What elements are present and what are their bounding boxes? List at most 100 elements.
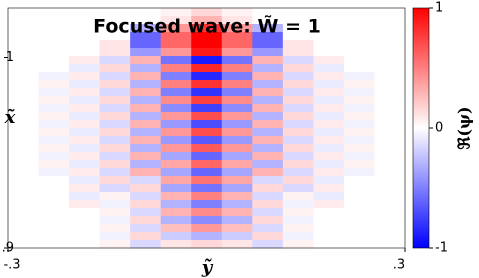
heatmap-cell [343, 160, 375, 169]
heatmap-cell [69, 168, 101, 177]
heatmap-cell [8, 192, 40, 201]
heatmap-cell [313, 200, 345, 209]
heatmap-cell [191, 128, 223, 137]
heatmap-cell [99, 192, 131, 201]
heatmap-cell [374, 136, 406, 145]
heatmap-cell [282, 184, 314, 193]
heatmap-cell [282, 48, 314, 57]
heatmap-cell [374, 240, 406, 249]
heatmap-cell [282, 40, 314, 49]
heatmap-cell [8, 72, 40, 81]
heatmap-cell [282, 56, 314, 65]
heatmap-cell [282, 16, 314, 25]
heatmap-cell [99, 40, 131, 49]
heatmap-cell [374, 120, 406, 129]
heatmap-cell [69, 96, 101, 105]
heatmap-cell [69, 80, 101, 89]
heatmap-cell [313, 64, 345, 73]
heatmap-cell [38, 168, 70, 177]
heatmap-cell [8, 120, 40, 129]
heatmap-cell [282, 240, 314, 249]
heatmap-cell [343, 64, 375, 73]
heatmap-cell [282, 224, 314, 233]
heatmap-cell [221, 104, 253, 113]
heatmap-cell [282, 80, 314, 89]
heatmap-cell [221, 152, 253, 161]
heatmap-cell [8, 208, 40, 217]
heatmap-cell [374, 232, 406, 241]
heatmap-cell [313, 80, 345, 89]
heatmap-cell [8, 24, 40, 33]
heatmap-cell [313, 160, 345, 169]
heatmap-cell [282, 136, 314, 145]
heatmap-cell [252, 224, 284, 233]
heatmap-cell [130, 184, 162, 193]
heatmap-cell [38, 232, 70, 241]
heatmap-cell [69, 104, 101, 113]
heatmap-cell [38, 8, 70, 17]
heatmap-cell [252, 168, 284, 177]
heatmap-cell [252, 72, 284, 81]
heatmap-cell [69, 40, 101, 49]
heatmap-cell [191, 80, 223, 89]
heatmap-cell [8, 8, 40, 17]
heatmap-cell [374, 104, 406, 113]
heatmap-cell [191, 120, 223, 129]
heatmap-cell [282, 176, 314, 185]
heatmap-cell [130, 48, 162, 57]
heatmap-cell [221, 80, 253, 89]
heatmap-cell [282, 104, 314, 113]
heatmap-cell [130, 168, 162, 177]
heatmap-cell [374, 48, 406, 57]
heatmap-cell [343, 152, 375, 161]
heatmap-cell [191, 200, 223, 209]
heatmap-cell [252, 88, 284, 97]
heatmap-cell [252, 16, 284, 25]
heatmap-cell [99, 144, 131, 153]
heatmap-cell [130, 88, 162, 97]
heatmap-cell [99, 72, 131, 81]
heatmap-cell [69, 72, 101, 81]
heatmap-cell [374, 56, 406, 65]
heatmap-cell [282, 88, 314, 97]
heatmap-cell [374, 64, 406, 73]
heatmap-cell [374, 184, 406, 193]
heatmap-cell [221, 128, 253, 137]
heatmap-cell [343, 24, 375, 33]
heatmap-cell [130, 24, 162, 33]
heatmap-cell [221, 40, 253, 49]
heatmap-cell [38, 128, 70, 137]
heatmap-cell [313, 8, 345, 17]
heatmap-cell [38, 120, 70, 129]
heatmap-cell [38, 72, 70, 81]
heatmap-cell [160, 80, 192, 89]
heatmap-cell [191, 176, 223, 185]
heatmap-cell [130, 232, 162, 241]
heatmap-cell [282, 168, 314, 177]
heatmap-cell [99, 48, 131, 57]
heatmap-cell [160, 104, 192, 113]
heatmap-cell [191, 160, 223, 169]
heatmap-cell [282, 96, 314, 105]
heatmap-cell [313, 48, 345, 57]
heatmap-cell [160, 216, 192, 225]
heatmap-cell [282, 8, 314, 17]
heatmap-cell [160, 240, 192, 249]
heatmap-cell [38, 48, 70, 57]
heatmap-cell [130, 40, 162, 49]
heatmap-cell [221, 96, 253, 105]
heatmap-cell [313, 128, 345, 137]
heatmap-cell [130, 112, 162, 121]
heatmap-cell [282, 192, 314, 201]
heatmap-cell [313, 104, 345, 113]
heatmap-cell [343, 192, 375, 201]
heatmap-cell [221, 176, 253, 185]
heatmap-cell [130, 56, 162, 65]
heatmap-cell [313, 32, 345, 41]
heatmap-cell [252, 184, 284, 193]
heatmap-cell [130, 64, 162, 73]
heatmap-cell [343, 200, 375, 209]
heatmap-cell [221, 120, 253, 129]
heatmap-cell [221, 160, 253, 169]
